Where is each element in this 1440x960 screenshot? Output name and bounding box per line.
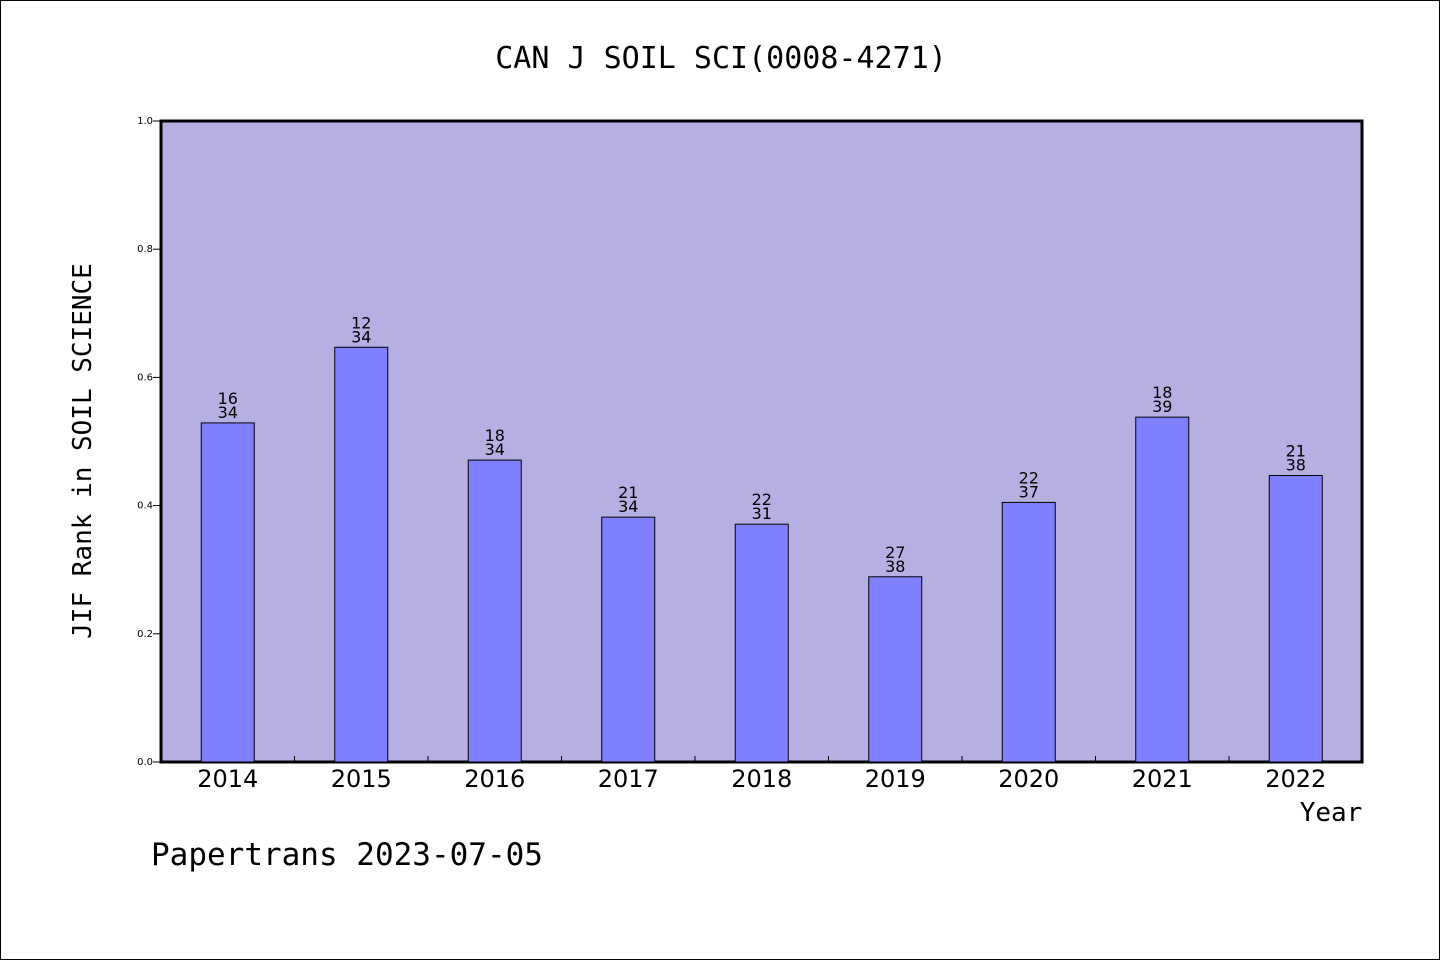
chart-title: CAN J SOIL SCI(0008-4271) — [495, 41, 947, 76]
bar-total-label: 34 — [618, 497, 638, 516]
y-axis-label: JIF Rank in SOIL SCIENCE — [68, 263, 98, 639]
bar-total-label: 37 — [1019, 482, 1039, 501]
x-tick-label: 2021 — [1132, 765, 1193, 793]
bar-rank-label: 18 — [1152, 383, 1172, 402]
bar-2014 — [200, 422, 255, 763]
bar-total-label: 31 — [752, 504, 772, 523]
bar-2022 — [1268, 474, 1323, 763]
bar-rank-label: 22 — [1019, 468, 1039, 487]
bar-total-label: 34 — [485, 440, 505, 459]
x-tick-label: 2016 — [464, 765, 525, 793]
bar-rank-label: 21 — [618, 483, 638, 502]
y-tick-label: 0.6 — [137, 372, 153, 383]
bar-rank-label: 16 — [218, 389, 238, 408]
y-tick-label: 1.0 — [137, 116, 153, 127]
bar-2016 — [467, 459, 522, 763]
bar-2019 — [868, 576, 923, 763]
bar-rank-label: 12 — [351, 313, 371, 332]
x-axis-label: Year — [1300, 798, 1363, 828]
x-tick-label: 2015 — [331, 765, 392, 793]
x-tick-label: 2019 — [865, 765, 926, 793]
x-tick-label: 2022 — [1265, 765, 1326, 793]
footer-text: Papertrans 2023-07-05 — [151, 837, 543, 873]
x-tick-label: 2017 — [598, 765, 659, 793]
bar-total-label: 34 — [218, 403, 238, 422]
bar-2021 — [1135, 416, 1190, 763]
bar-rank-label: 27 — [885, 543, 905, 562]
bar-total-label: 38 — [885, 557, 905, 576]
y-tick-label: 0.8 — [137, 244, 153, 255]
bar-rank-label: 18 — [485, 426, 505, 445]
x-tick-label: 2020 — [998, 765, 1059, 793]
x-tick-label: 2018 — [731, 765, 792, 793]
bar-total-label: 34 — [351, 327, 371, 346]
x-tick-label: 2014 — [197, 765, 258, 793]
bar-rank-label: 22 — [752, 490, 772, 509]
y-tick-label: 0.0 — [137, 757, 153, 768]
bar-2017 — [601, 516, 656, 763]
bar-rank-label: 21 — [1286, 441, 1306, 460]
bar-total-label: 38 — [1286, 455, 1306, 474]
bar-total-label: 39 — [1152, 397, 1172, 416]
bar-2018 — [734, 523, 789, 763]
bar-2015 — [334, 346, 389, 763]
bar-2020 — [1001, 501, 1056, 763]
y-tick-label: 0.2 — [137, 629, 153, 640]
y-tick-label: 0.4 — [137, 501, 153, 512]
